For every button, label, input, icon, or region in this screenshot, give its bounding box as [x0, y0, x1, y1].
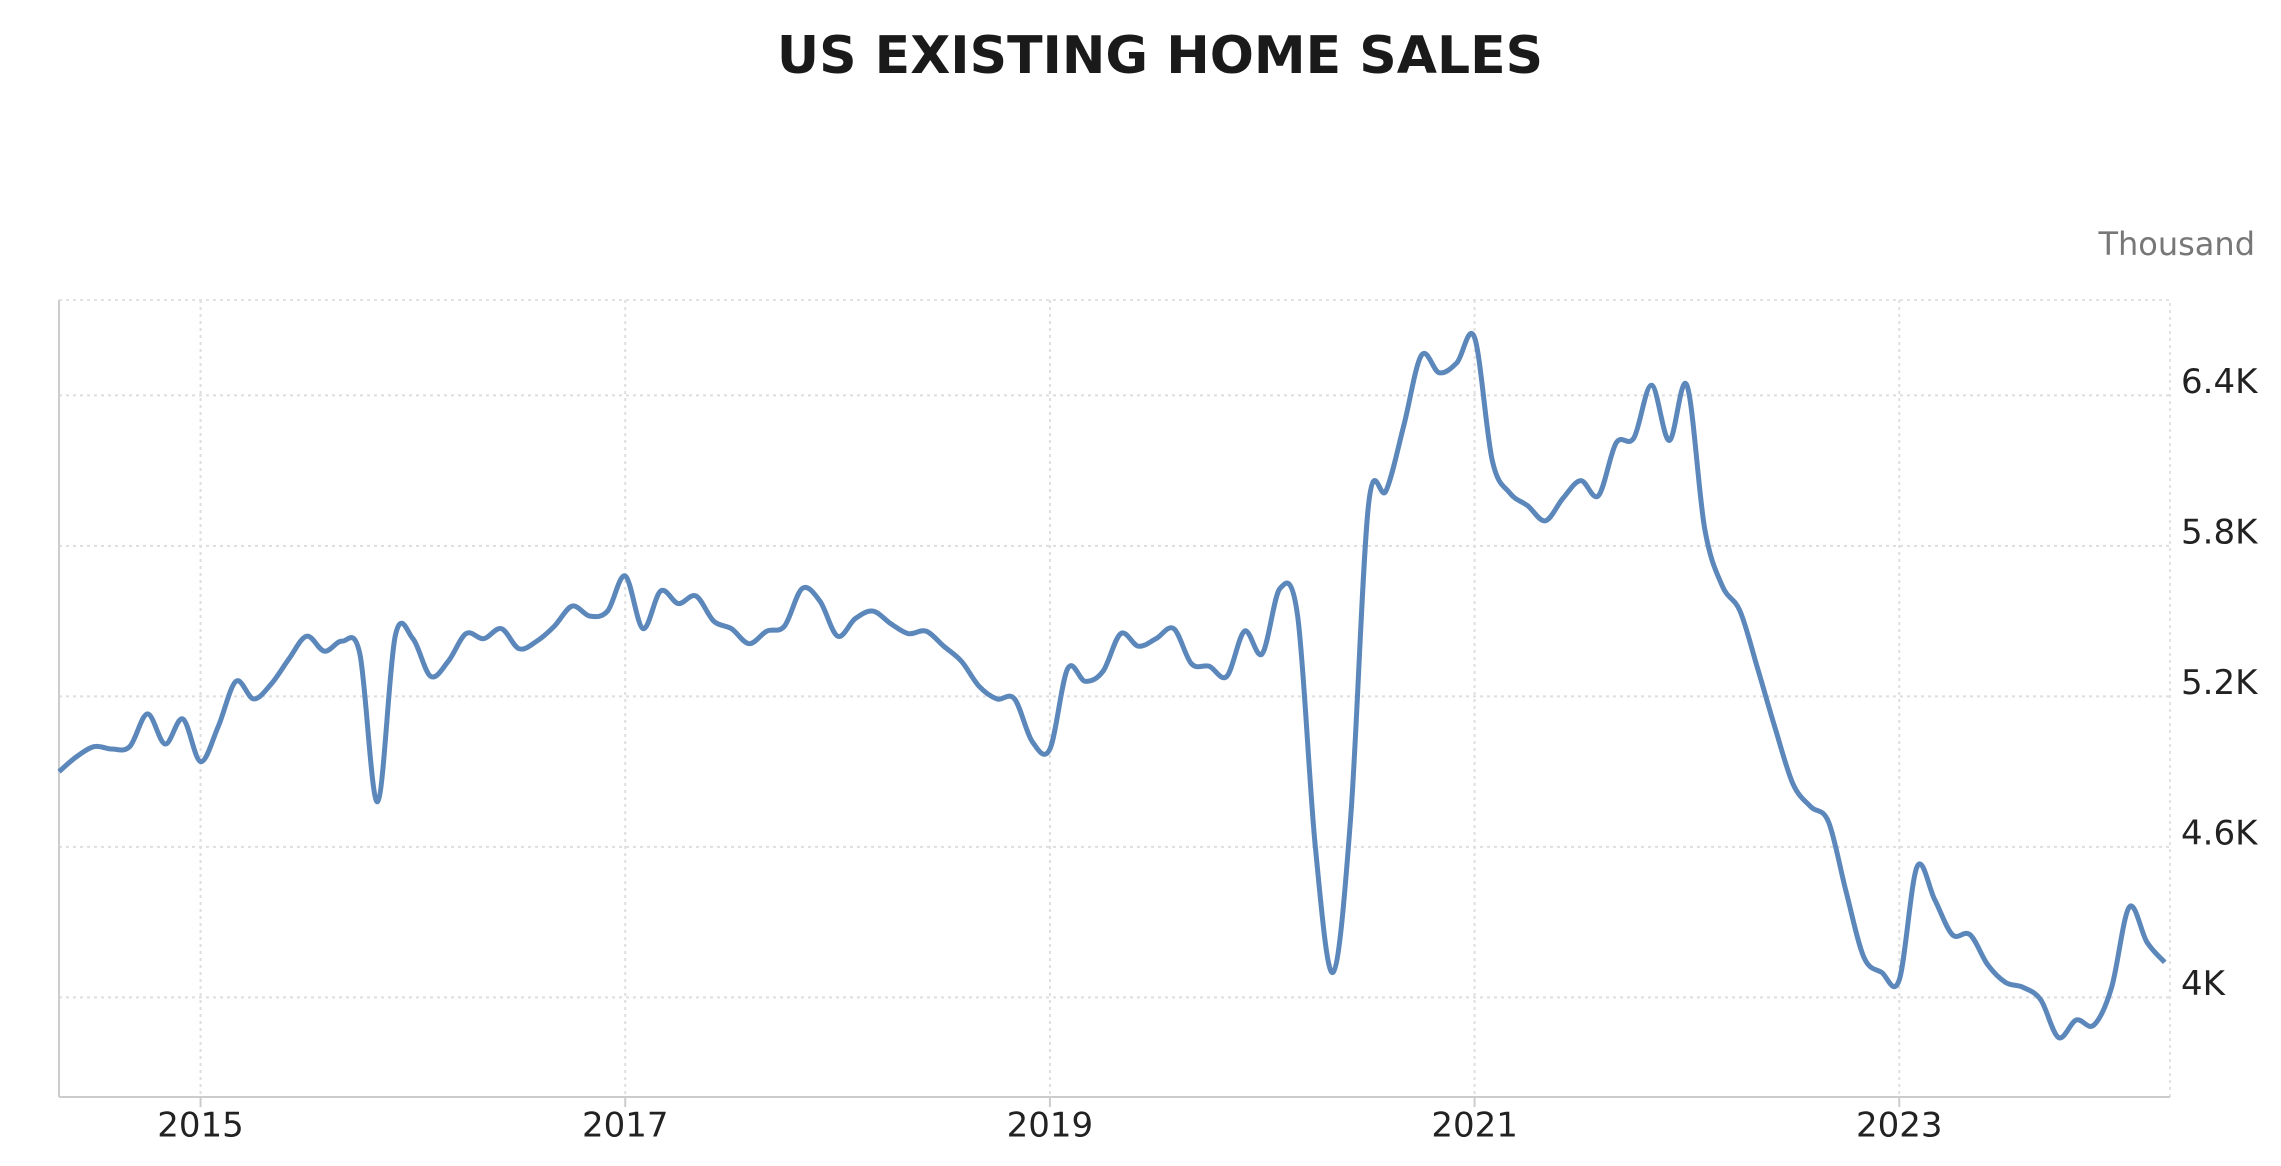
chart-title: US EXISTING HOME SALES	[777, 26, 1543, 86]
data-line	[57, 331, 2167, 1041]
x-tick-label: 2015	[157, 1106, 244, 1146]
y-tick-label: 6.4K	[2181, 362, 2259, 402]
plot-frame	[58, 299, 2171, 1098]
y-tick-label: 4.6K	[2181, 813, 2259, 853]
y-tick-label: 4K	[2181, 964, 2227, 1004]
x-tick-label: 2019	[1007, 1106, 1094, 1146]
unit-label: Thousand	[2097, 225, 2255, 263]
x-tick-label: 2021	[1431, 1106, 1518, 1146]
y-tick-label: 5.2K	[2181, 663, 2259, 703]
x-tick-label: 2023	[1856, 1106, 1943, 1146]
x-tick-label: 2017	[582, 1106, 669, 1146]
y-tick-label: 5.8K	[2181, 512, 2259, 552]
